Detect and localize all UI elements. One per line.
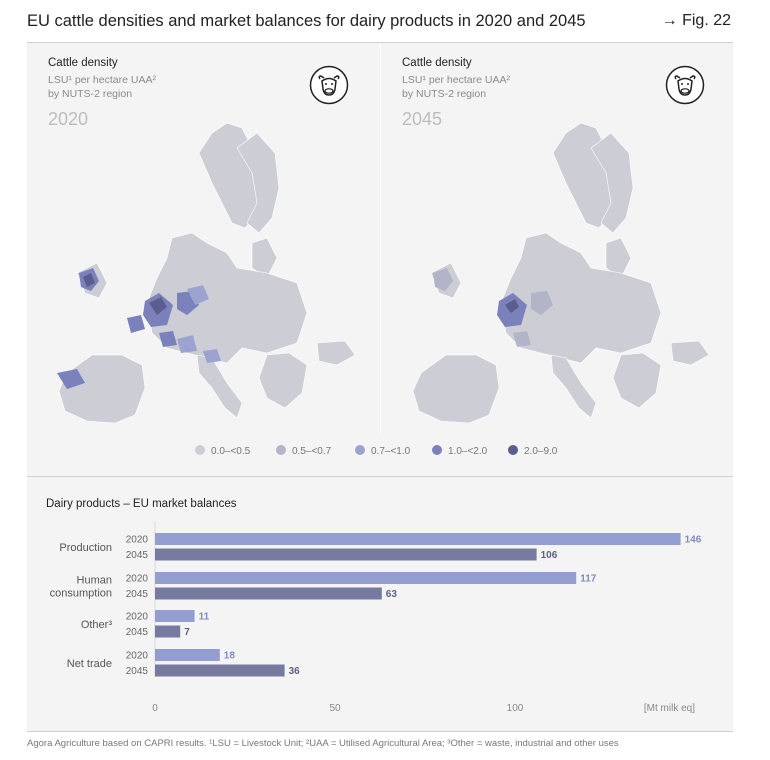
legend-item: 1.0–<2.0: [432, 445, 487, 457]
bar: [155, 649, 220, 661]
map-unit: LSU¹ per hectare UAA²: [48, 74, 156, 86]
chart-title: Dairy products – EU market balances: [46, 498, 237, 510]
data-label: 63: [386, 589, 398, 600]
series-year-label: 2045: [126, 589, 149, 600]
series-year-label: 2045: [126, 627, 149, 638]
legend-label: 2.0–9.0: [524, 446, 558, 457]
map-year: 2045: [402, 109, 443, 129]
bar: [155, 572, 577, 584]
map-legend: 0.0–<0.5 0.5–<0.7 0.7–<1.0 1.0–<2.0 2.0–9.0: [27, 441, 733, 461]
legend-item: 0.5–<0.7: [276, 445, 331, 457]
legend-item: 0.7–<1.0: [355, 445, 410, 457]
cow-icon: [665, 65, 705, 105]
legend-label: 0.0–<0.5: [211, 446, 251, 457]
map-panel-2045: Cattle density LSU¹ per hectare UAA² by …: [380, 43, 734, 433]
map-region-level: by NUTS-2 region: [402, 88, 487, 100]
europe-map-2045: [412, 122, 710, 424]
bar: [155, 548, 537, 561]
legend-swatch: [508, 445, 518, 455]
data-label: 36: [289, 666, 301, 677]
chart-canvas: Dairy products – EU market balances Prod…: [46, 498, 702, 714]
series-year-label: 2020: [126, 612, 149, 623]
series-year-label: 2045: [126, 666, 149, 677]
cow-icon: [309, 65, 349, 105]
figure-reference: → Fig. 22: [661, 12, 731, 29]
data-label: 106: [541, 550, 558, 561]
map-subtitle: LSU¹ per hectare UAA² by NUTS-2 region: [402, 73, 510, 101]
figure-title: EU cattle densities and market balances …: [27, 12, 586, 30]
bar: [155, 664, 285, 677]
legend-label: 1.0–<2.0: [448, 446, 488, 457]
category-label: Other³: [81, 619, 113, 631]
bar: [155, 533, 681, 545]
legend-swatch: [195, 445, 205, 455]
europe-map-2020: [57, 122, 356, 424]
legend-swatch: [432, 445, 442, 455]
map-unit: LSU¹ per hectare UAA²: [402, 74, 510, 86]
legend-item: 2.0–9.0: [508, 445, 557, 457]
x-tick-label: 0: [152, 703, 158, 714]
legend-label: 0.5–<0.7: [292, 446, 332, 457]
map-subtitle: LSU¹ per hectare UAA² by NUTS-2 region: [48, 73, 156, 101]
x-axis-label: [Mt milk eq]: [644, 703, 695, 714]
maps-section: Cattle density LSU¹ per hectare UAA² by …: [27, 43, 733, 476]
category-label: Human: [77, 574, 112, 586]
series-year-label: 2020: [126, 535, 149, 546]
category-label: consumption: [50, 587, 112, 599]
data-label: 11: [199, 612, 210, 623]
map-year: 2020: [48, 109, 89, 129]
map-title: Cattle density: [402, 57, 472, 69]
legend-swatch: [355, 445, 365, 455]
map-panel-2020: Cattle density LSU¹ per hectare UAA² by …: [27, 43, 380, 433]
data-label: 18: [224, 651, 236, 662]
bar: [155, 610, 195, 622]
bottom-rule: [27, 731, 733, 732]
bar: [155, 625, 181, 638]
legend-item: 0.0–<0.5: [195, 445, 250, 457]
market-balance-chart: Dairy products – EU market balances Prod…: [27, 476, 733, 732]
series-year-label: 2020: [126, 574, 149, 585]
data-label: 7: [184, 627, 190, 638]
x-tick-label: 100: [507, 703, 524, 714]
bar: [155, 587, 382, 600]
data-label: 117: [580, 574, 597, 585]
series-year-label: 2020: [126, 651, 149, 662]
map-title: Cattle density: [48, 57, 118, 69]
category-label: Net trade: [67, 658, 112, 670]
figure-header: EU cattle densities and market balances …: [27, 10, 733, 43]
source-note: Agora Agriculture based on CAPRI results…: [27, 738, 619, 749]
category-label: Production: [59, 542, 112, 554]
x-tick-label: 50: [329, 703, 341, 714]
series-year-label: 2045: [126, 550, 149, 561]
data-label: 146: [685, 535, 702, 546]
legend-label: 0.7–<1.0: [371, 446, 411, 457]
legend-swatch: [276, 445, 286, 455]
map-region-level: by NUTS-2 region: [48, 88, 133, 100]
